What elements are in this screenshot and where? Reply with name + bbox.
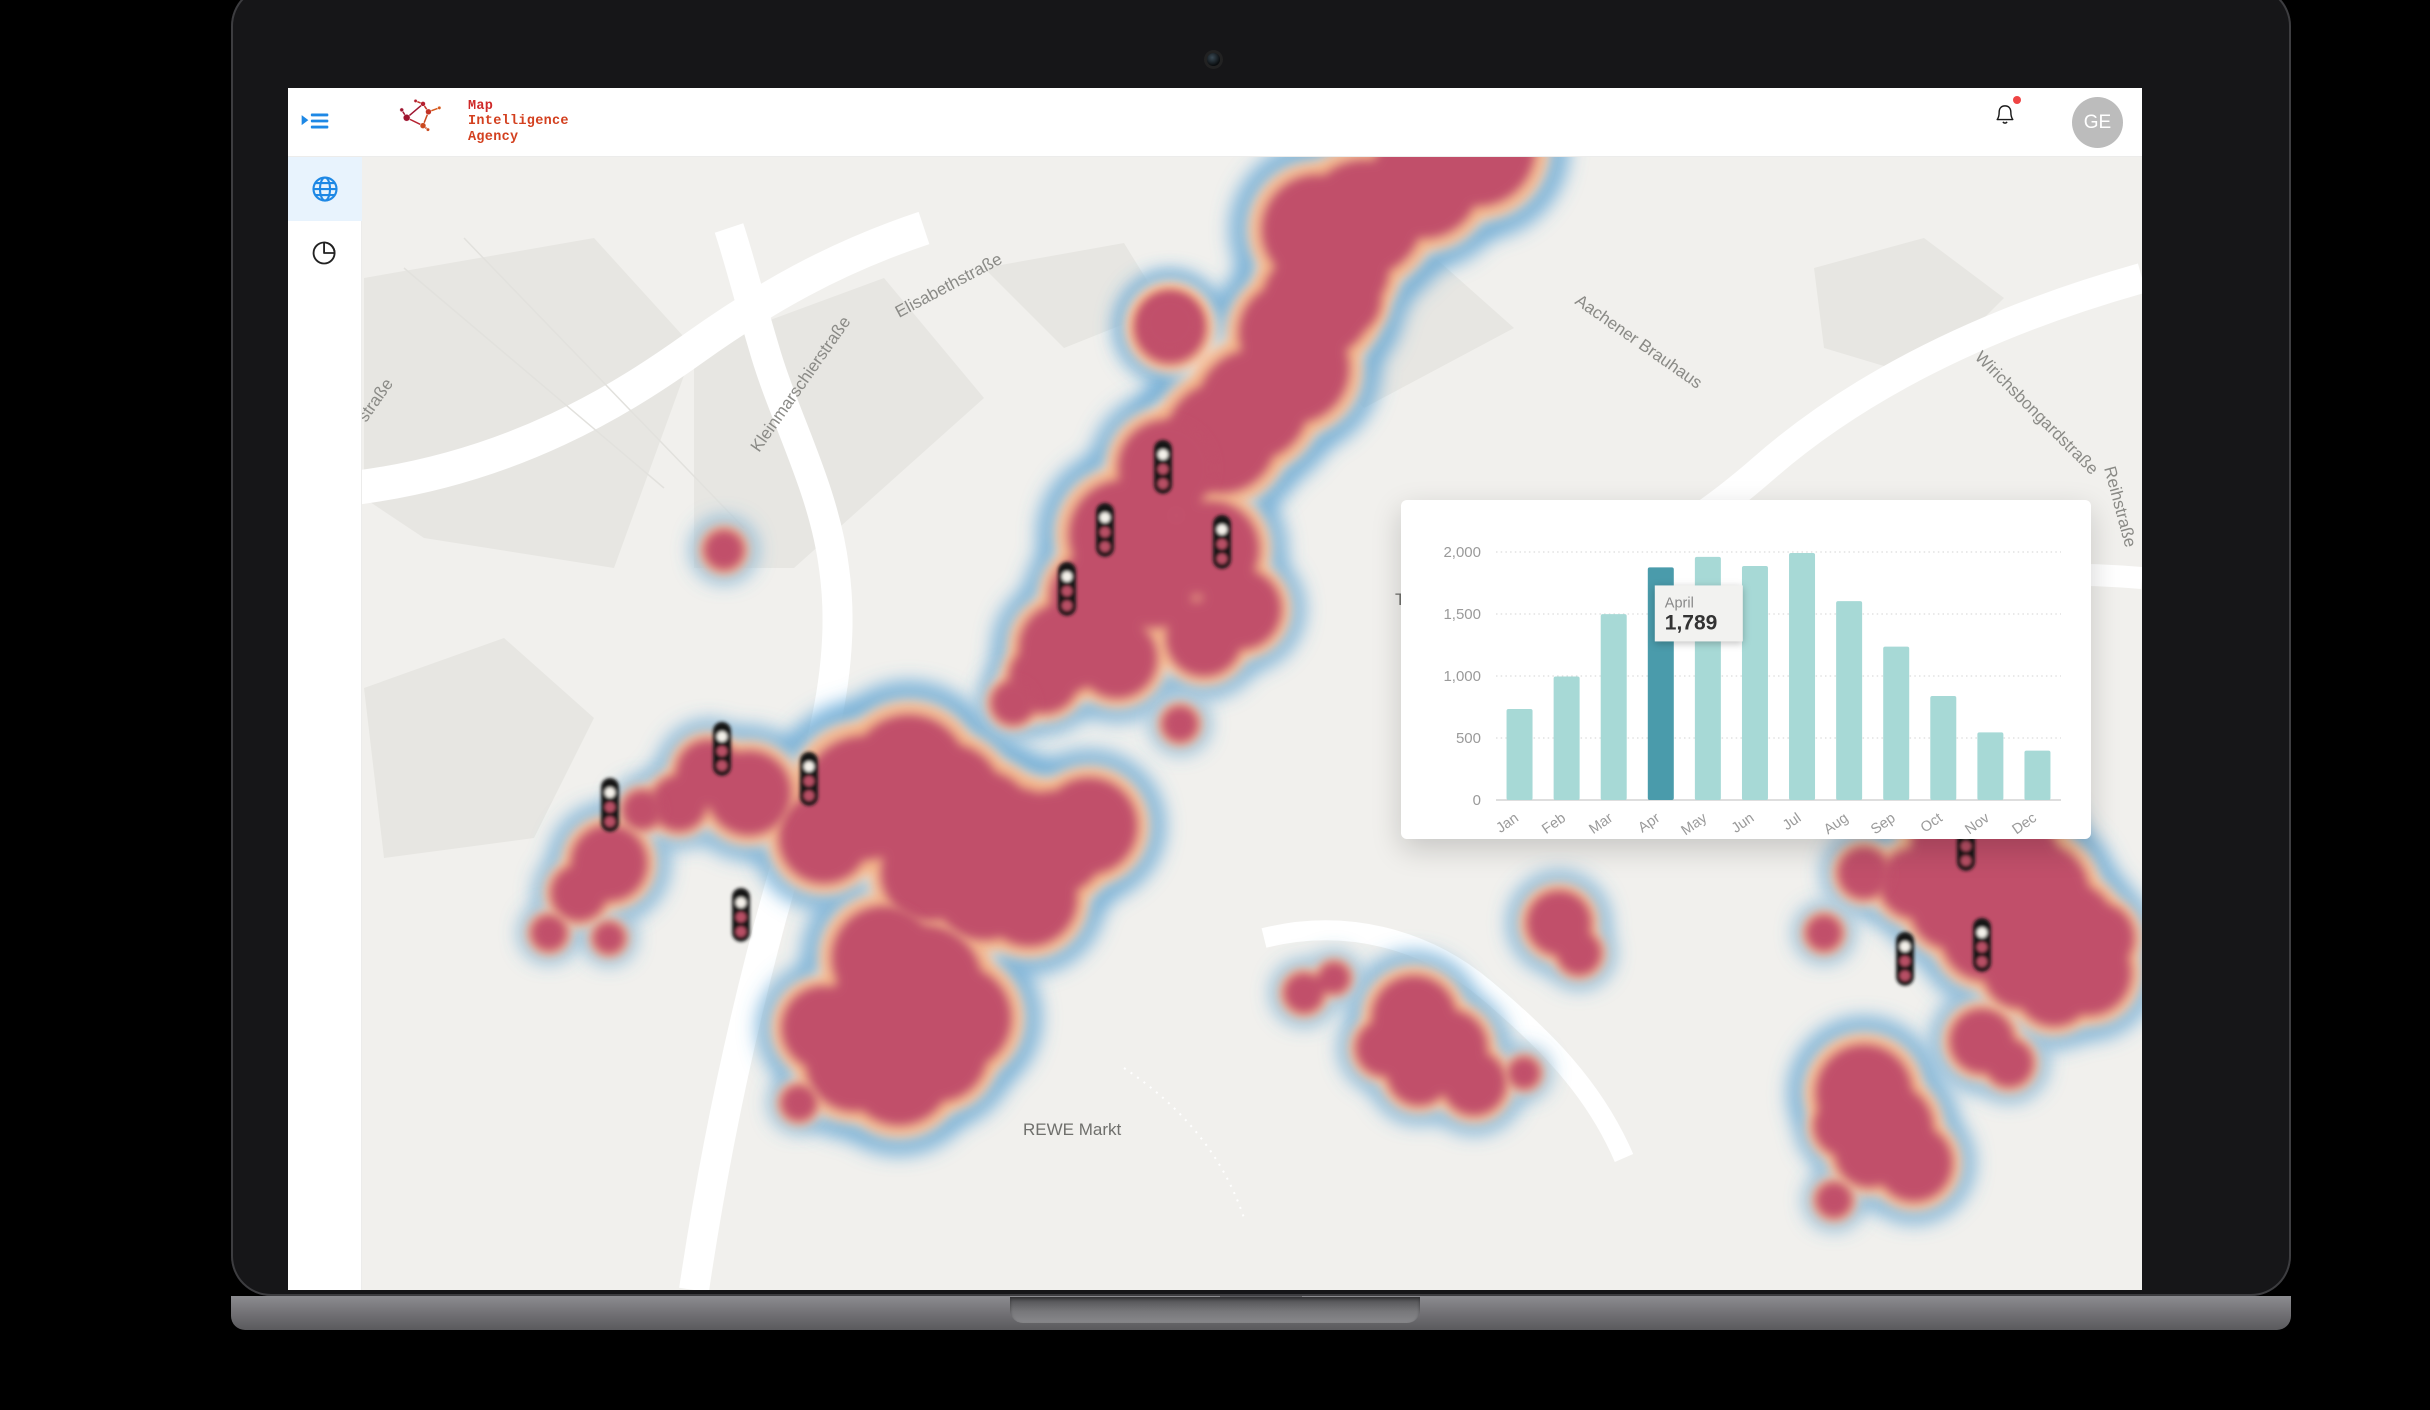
svg-text:Mar: Mar — [1586, 810, 1616, 838]
svg-text:2,000: 2,000 — [1443, 544, 1481, 561]
svg-text:Jun: Jun — [1729, 810, 1757, 837]
svg-text:0: 0 — [1473, 792, 1481, 809]
svg-text:Feb: Feb — [1539, 810, 1569, 837]
svg-text:1,789: 1,789 — [1665, 611, 1718, 634]
svg-text:Aug: Aug — [1821, 810, 1851, 838]
svg-text:May: May — [1679, 810, 1711, 839]
svg-text:1,000: 1,000 — [1443, 668, 1481, 685]
svg-text:Oct: Oct — [1918, 810, 1946, 836]
svg-text:Sep: Sep — [1868, 810, 1898, 838]
svg-text:Nov: Nov — [1962, 810, 1993, 838]
svg-text:REWE Markt: REWE Markt — [1023, 1120, 1122, 1139]
svg-text:1,500: 1,500 — [1443, 606, 1481, 623]
svg-text:Jul: Jul — [1780, 810, 1804, 834]
svg-text:Jan: Jan — [1493, 810, 1521, 837]
svg-text:Dec: Dec — [2009, 810, 2039, 838]
svg-text:500: 500 — [1456, 730, 1481, 747]
svg-text:Apr: Apr — [1635, 810, 1663, 836]
svg-text:April: April — [1665, 595, 1694, 611]
